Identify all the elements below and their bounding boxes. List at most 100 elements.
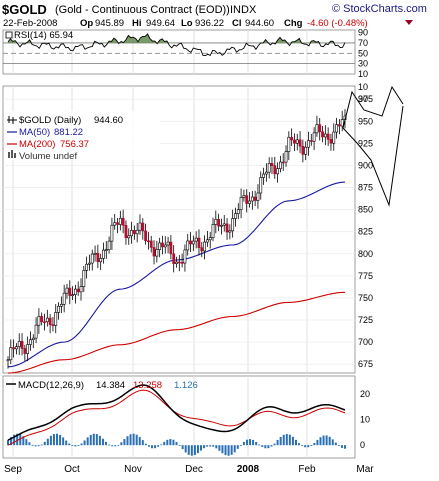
macd-histogram-bar (190, 445, 193, 456)
stat-label-lo: Lo (181, 18, 193, 29)
price-candle (113, 214, 117, 230)
macd-histogram-bar (291, 436, 294, 446)
macd-histogram-bar (344, 445, 346, 449)
volume-legend-label: Volume undef (19, 151, 77, 162)
price-candle (172, 245, 176, 273)
macd-histogram-bar (135, 434, 138, 446)
price-candle (211, 217, 215, 242)
price-candle (12, 339, 16, 358)
price-candle (88, 254, 91, 271)
macd-histogram-bar (249, 439, 252, 446)
macd-histogram-bar (25, 439, 28, 446)
macd-histogram-bar (52, 434, 55, 446)
macd-histogram-bar (65, 440, 68, 446)
macd-plot (7, 384, 346, 456)
macd-histogram-bar (138, 437, 141, 446)
macd-histogram-bar (46, 438, 49, 446)
price-candle (127, 228, 131, 245)
macd-signal-line (7, 389, 346, 446)
macd-histogram-bar (196, 445, 199, 454)
price-candle (293, 133, 296, 152)
macd-legend-label: MACD(12,26,9) (18, 380, 84, 391)
macd-histogram-bar (313, 442, 316, 446)
macd-line (7, 384, 346, 441)
macd-histogram-bar (258, 444, 261, 446)
macd-histogram-bar (111, 445, 114, 447)
macd-histogram-bar (242, 441, 245, 446)
macd-histogram-bar (34, 445, 37, 447)
macd-histogram-bar (233, 445, 236, 453)
price-candle (79, 278, 83, 301)
macd-histogram-bar (328, 436, 331, 446)
gold-legend-label: $GOLD (Daily) (19, 115, 81, 126)
macd-histogram-bar (175, 441, 178, 446)
price-candle (231, 209, 235, 238)
price-candle (298, 130, 302, 154)
price-candle (45, 309, 49, 327)
x-tick-label: Sep (4, 464, 22, 475)
price-candle (234, 207, 237, 227)
price-candle (315, 115, 319, 137)
price-y-tick: 30 (358, 94, 368, 104)
macd-histogram-bar (7, 440, 9, 446)
price-candle (239, 188, 243, 219)
price-y-tick: 675 (358, 359, 373, 369)
price-y-tick: 725 (358, 315, 373, 325)
rsi-y-tick: 70 (358, 38, 368, 48)
price-candle (262, 167, 265, 185)
change-label: Chg (284, 18, 303, 29)
macd-histogram-bar (49, 435, 52, 446)
price-candle (37, 308, 41, 334)
symbol-description: (Gold - Continuous Contract (EOD)) (55, 4, 230, 16)
macd-histogram-bar (304, 445, 307, 448)
macd-histogram-bar (178, 445, 181, 446)
price-candle (163, 236, 167, 254)
price-candle (189, 232, 192, 253)
macd-histogram-bar (157, 445, 160, 447)
macd-histogram-bar (209, 445, 212, 447)
macd-histogram-bar (19, 434, 22, 446)
price-candle (26, 336, 30, 362)
price-y-tick: 850 (358, 205, 373, 215)
price-candle (295, 133, 299, 151)
macd-histogram-bar (273, 443, 276, 446)
macd-y-tick: 20 (360, 389, 370, 399)
price-candle (116, 217, 119, 234)
macd-histogram-bar (227, 445, 230, 456)
x-tick-label: 2008 (237, 464, 260, 475)
projection-upper-line (342, 85, 404, 129)
price-candle (65, 283, 69, 299)
macd-histogram-bar (340, 445, 343, 448)
price-candle (82, 266, 86, 293)
price-candle (110, 217, 114, 250)
macd-histogram-bar (193, 445, 196, 456)
x-tick-label: Nov (124, 464, 142, 475)
price-y-tick: 750 (358, 293, 373, 303)
price-y-tick: 975 (358, 94, 373, 104)
macd-histogram-bar (129, 434, 132, 446)
macd-histogram-bar (276, 439, 279, 446)
price-candle (273, 156, 277, 179)
macd-histogram-bar (71, 445, 74, 446)
macd-histogram-bar (316, 439, 319, 446)
price-candle (323, 125, 327, 146)
watermark: © StockCharts.com (332, 3, 427, 15)
macd-y-tick: 10 (360, 415, 370, 425)
macd-histogram-bar (62, 437, 65, 446)
price-candle (138, 214, 142, 235)
macd-histogram-bar (264, 445, 267, 449)
price-candle (205, 230, 209, 247)
price-candle (220, 218, 223, 235)
stat-label-op: Op (80, 18, 93, 29)
price-y-tick: 925 (358, 138, 373, 148)
symbol-label: $GOLD (2, 2, 47, 17)
macd-histogram-bar (221, 445, 224, 454)
price-candle (141, 218, 145, 240)
x-tick-label: Dec (185, 464, 203, 475)
price-candle (31, 334, 35, 349)
price-candle (208, 232, 212, 249)
price-candle (15, 343, 18, 355)
macd-histogram-bar (294, 439, 297, 446)
macd-histogram-bar (245, 439, 248, 446)
price-candle (29, 331, 32, 351)
